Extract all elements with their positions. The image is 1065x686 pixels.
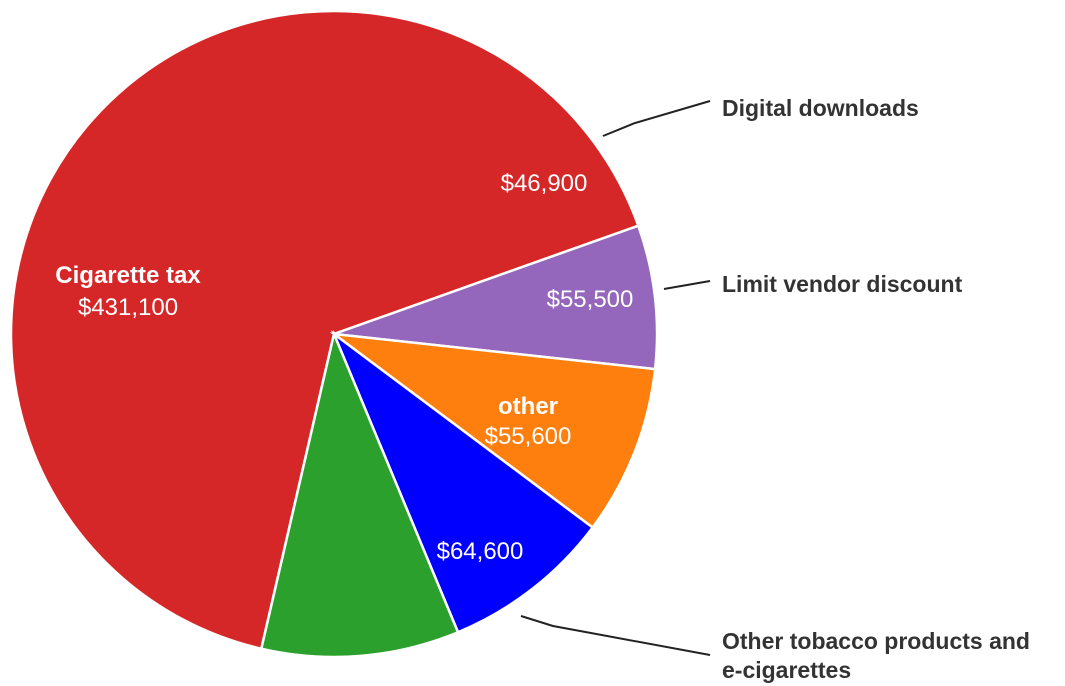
slice-value-digital-downloads: $46,900: [501, 170, 588, 197]
slice-cigarette-tax: [9, 9, 640, 651]
leader-line-other-tobacco: [520, 615, 711, 656]
slice-name-other: other: [498, 393, 558, 420]
label-other: other $55,600: [485, 393, 572, 450]
slice-value-other-tobacco: $64,600: [437, 538, 524, 565]
outside-label-limit-vendor-discount: Limit vendor discount: [722, 271, 963, 297]
label-cigarette-tax: Cigarette tax $431,100: [55, 262, 201, 321]
outside-label-other-tobacco-line2: e-cigarettes: [722, 657, 851, 683]
slice-value-limit-vendor-discount: $55,500: [547, 286, 634, 313]
slice-name-cigarette-tax: Cigarette tax: [55, 262, 201, 289]
slice-value-cigarette-tax: $431,100: [78, 294, 178, 321]
slice-digital-downloads: [333, 224, 659, 371]
leader-line-digital-downloads: [602, 100, 711, 137]
outside-label-other-tobacco-line1: Other tobacco products and: [722, 628, 1030, 654]
leader-lines: [520, 100, 711, 656]
outside-label-digital-downloads: Digital downloads: [722, 95, 919, 121]
slice-other: [331, 330, 595, 634]
pie-slices: [9, 9, 659, 659]
leader-line-limit-vendor-discount: [663, 280, 711, 290]
slice-limit-vendor-discount: [329, 332, 657, 530]
slice-other-tobacco: [259, 329, 460, 659]
slice-value-other: $55,600: [485, 423, 572, 450]
